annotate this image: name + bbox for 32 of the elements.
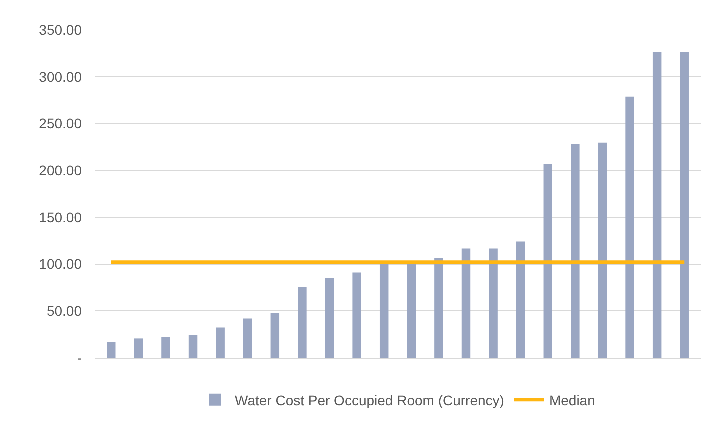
bar [352, 272, 362, 358]
bar [434, 258, 444, 358]
bar [270, 313, 280, 358]
bar [188, 335, 198, 358]
bar [462, 248, 471, 358]
bar [407, 262, 416, 358]
bar [516, 242, 526, 358]
y-tick-label: - [77, 350, 82, 366]
y-tick-label: 200.00 [39, 162, 82, 178]
bar [244, 318, 252, 358]
bar [626, 96, 634, 358]
bar [162, 337, 170, 358]
bar [380, 263, 389, 358]
y-tick-label: 300.00 [39, 68, 82, 85]
y-tick-label: 100.00 [39, 256, 82, 272]
bar [134, 338, 144, 358]
legend-label: Median [549, 392, 596, 408]
legend-label: Water Cost Per Occupied Room (Currency) [235, 392, 504, 408]
bar [107, 342, 116, 358]
bar [680, 52, 689, 358]
y-tick-label: 250.00 [39, 116, 82, 132]
bar [652, 52, 662, 358]
bar [298, 287, 307, 358]
y-tick-label: 350.00 [39, 22, 82, 38]
y-tick-label: 50.00 [46, 303, 82, 320]
bar [325, 278, 334, 358]
y-tick-label: 150.00 [39, 209, 82, 226]
bar [489, 248, 498, 358]
bar [598, 142, 608, 358]
bar [544, 164, 552, 358]
bar [216, 328, 225, 358]
bar [571, 144, 580, 358]
